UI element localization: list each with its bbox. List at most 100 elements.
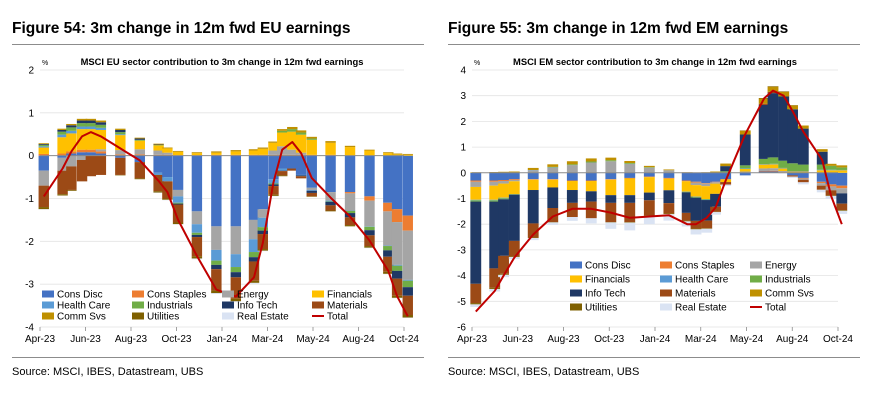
legend-label-health-care: Health Care [57,301,111,312]
bar-industrials [720,171,732,173]
bar-info-tech [295,175,307,177]
bar-industrials [787,163,798,172]
bar-comm-svs [115,128,126,130]
bar-info-tech [778,96,790,161]
bar-materials [566,202,578,218]
bar-financials [778,168,790,172]
bar-health-care [816,169,828,171]
y-tick-label: -3 [25,280,34,291]
bar-financials [66,133,77,152]
bar-cons-disc [605,172,617,180]
bar-energy [527,170,539,173]
bar-cons-staples [95,151,107,154]
bar-comm-svs [643,165,655,168]
bar-info-tech [527,190,539,224]
bar-comm-svs [498,171,509,173]
bar-financials [287,131,298,150]
bar-utilities [489,287,501,289]
bar-energy [383,211,394,246]
bar-info-tech [585,191,597,202]
bar-industrials [701,199,713,201]
bar-cons-staples [836,185,848,189]
bar-industrials [66,127,77,131]
legend-label-energy: Energy [237,290,269,301]
bar-financials [566,181,578,191]
bar-energy [402,230,413,280]
bar-industrials [38,144,49,147]
bar-cons-disc [38,155,49,171]
bar-real-estate [710,212,722,215]
bar-materials [710,206,722,212]
bar-industrials [402,280,413,288]
y-tick-label: -5 [457,297,466,308]
legend-label-cons-disc: Cons Disc [57,290,103,301]
bar-cons-disc [66,153,77,156]
bar-financials [825,170,837,173]
bar-comm-svs [230,150,242,152]
bar-cons-disc [663,172,675,178]
legend-swatch-energy [750,261,762,269]
bar-materials [470,283,482,304]
bar-energy [268,150,279,155]
bar-materials [162,181,173,199]
bar-cons-staples [710,181,722,183]
legend-swatch-info-tech [570,289,582,297]
bar-industrials [739,165,751,169]
bar-comm-svs [605,157,617,161]
legend-label-cons-disc: Cons Disc [585,261,631,272]
bar-industrials [508,194,520,195]
bar-industrials [797,164,809,172]
bar-cons-disc [701,172,713,184]
legend-swatch-health-care [42,301,54,309]
bar-industrials [76,123,88,127]
bar-cons-staples [115,154,126,156]
bar-financials [739,168,751,172]
bar-energy [364,200,375,227]
bar-cons-staples [383,202,394,212]
bar-health-care [787,171,798,172]
bar-info-tech [402,287,413,296]
bar-comm-svs [566,161,578,165]
x-tick-label: Mar-24 [685,334,717,345]
bar-info-tech [663,190,675,204]
bar-materials [85,155,97,177]
bar-comm-svs [383,152,394,154]
bar-info-tech [306,190,317,193]
bar-info-tech [547,187,559,209]
bar-info-tech [66,125,77,128]
figure-title: Figure 54: 3m change in 12m fwd EU earni… [12,20,351,37]
bar-materials [643,200,655,216]
legend-label-info-tech: Info Tech [237,301,277,312]
bar-financials [710,183,722,194]
bar-info-tech [701,200,713,221]
bar-cons-disc [816,172,828,182]
bar-comm-svs [758,98,770,104]
bar-energy [38,170,49,186]
bar-comm-svs [508,171,520,173]
bar-cons-disc [344,155,356,193]
total-line [475,89,843,313]
bar-industrials [778,160,790,168]
bar-industrials [287,129,298,132]
bar-financials [681,181,693,192]
x-tick-label: Oct-23 [161,334,191,345]
bar-energy [489,181,501,186]
y-tick-label: 1 [460,143,466,154]
bar-info-tech [489,201,501,269]
legend-swatch-financials [312,290,324,298]
bar-cons-disc [787,172,798,176]
bar-materials [191,237,203,257]
bar-comm-svs [797,125,809,129]
bar-health-care [825,169,837,171]
bar-comm-svs [836,165,848,168]
bar-cons-disc [681,172,693,181]
y-axis-unit: % [474,60,480,67]
bar-materials [230,277,242,299]
bar-info-tech [787,109,798,164]
bar-cons-disc [76,152,88,156]
bar-comm-svs [364,149,375,151]
bar-cons-disc [57,155,68,158]
y-tick-label: -1 [457,194,466,205]
bar-cons-disc [162,155,173,178]
bar-financials [391,154,403,156]
